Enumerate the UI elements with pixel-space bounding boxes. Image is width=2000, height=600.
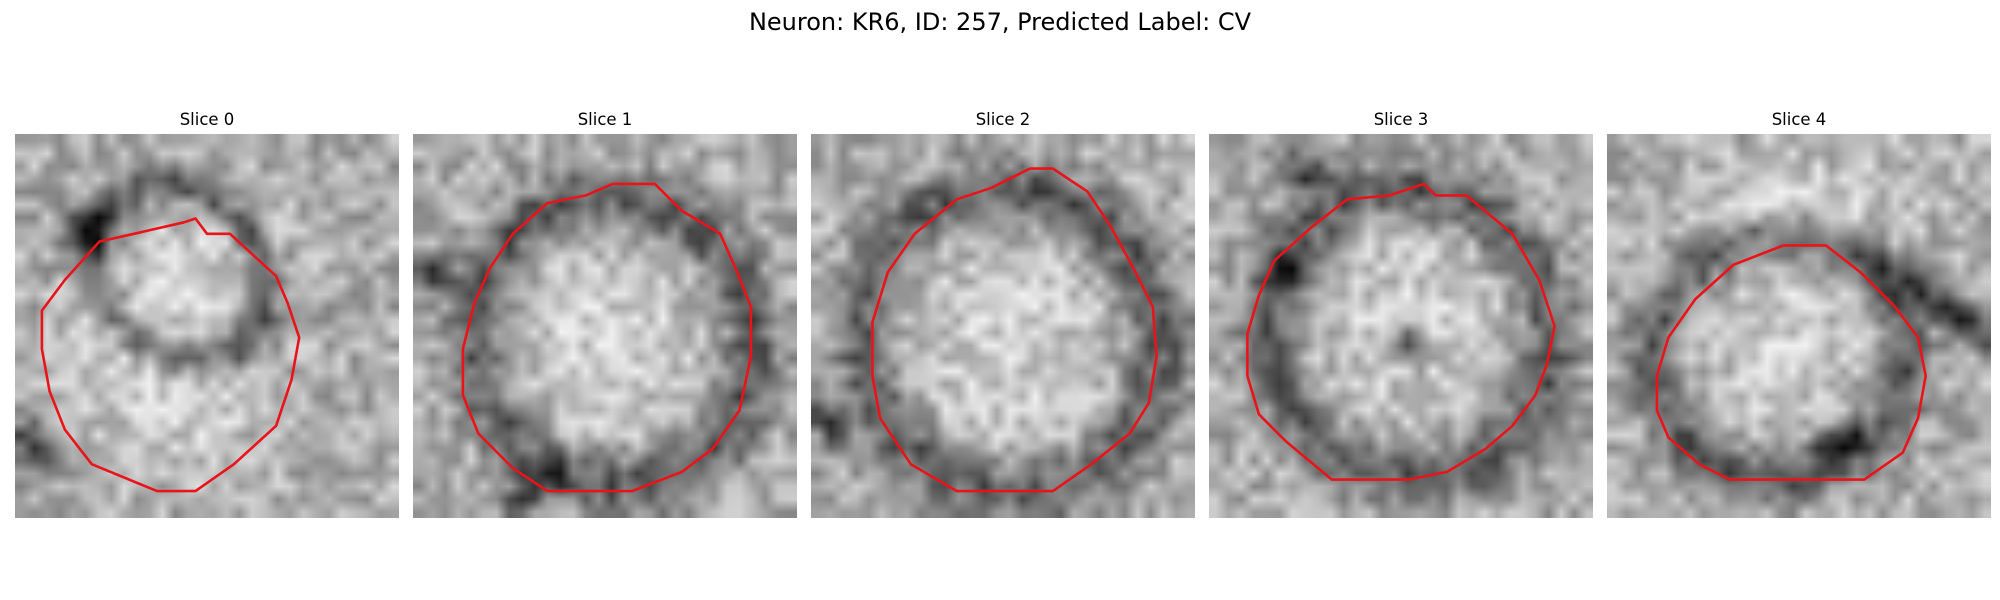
segmentation-contour bbox=[1246, 182, 1556, 481]
slice-panel-3: Slice 3 bbox=[1209, 108, 1593, 518]
contour-overlay-4 bbox=[1655, 244, 1928, 481]
slice-title-4: Slice 4 bbox=[1771, 110, 1827, 129]
slice-title-0: Slice 0 bbox=[179, 110, 235, 129]
slice-panel-1: Slice 1 bbox=[413, 108, 797, 518]
figure-title: Neuron: KR6, ID: 257, Predicted Label: C… bbox=[748, 8, 1252, 36]
slice-title-1: Slice 1 bbox=[577, 110, 633, 129]
slice-image-1 bbox=[413, 134, 797, 518]
slice-panel-4: Slice 4 bbox=[1607, 108, 1991, 518]
slice-panel-0: Slice 0 bbox=[15, 108, 399, 518]
contour-overlay-0 bbox=[40, 217, 301, 493]
contour-overlay-1 bbox=[461, 182, 753, 493]
contour-overlay-2 bbox=[871, 167, 1158, 493]
segmentation-contour bbox=[461, 182, 753, 493]
slice-image-0 bbox=[15, 134, 399, 518]
slice-title-3: Slice 3 bbox=[1373, 110, 1429, 129]
slice-image-3 bbox=[1209, 134, 1593, 518]
segmentation-contour bbox=[40, 217, 301, 493]
segmentation-contour bbox=[1655, 244, 1928, 481]
slice-image-4 bbox=[1607, 134, 1991, 518]
slice-image-2 bbox=[811, 134, 1195, 518]
slice-panel-2: Slice 2 bbox=[811, 108, 1195, 518]
slice-title-2: Slice 2 bbox=[975, 110, 1031, 129]
contour-overlay-3 bbox=[1246, 182, 1556, 481]
segmentation-contour bbox=[871, 167, 1158, 493]
